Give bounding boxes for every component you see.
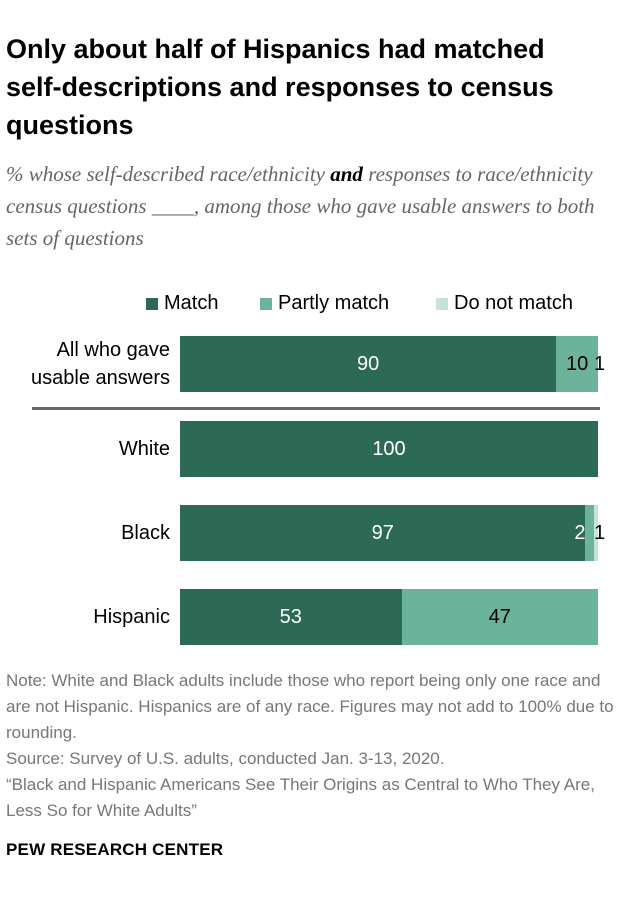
- source-text: Source: Survey of U.S. adults, conducted…: [6, 749, 445, 768]
- category-label-line: White: [118, 438, 170, 460]
- legend-swatch: [260, 297, 272, 310]
- bar-do-not-match: [593, 505, 598, 561]
- data-label: 90: [356, 353, 380, 375]
- legend-swatch: [436, 297, 448, 310]
- note-text: Note: White and Black adults include tho…: [6, 671, 614, 742]
- category-label-line: Hispanic: [93, 606, 170, 628]
- subtitle-bold-word: and: [330, 162, 363, 186]
- subtitle-part-1: % whose self-described race/ethnicity: [6, 162, 331, 186]
- legend-item-do-not-match: Do not match: [436, 292, 573, 315]
- pew-logo-text: PEW RESEARCH CENTER: [6, 840, 224, 859]
- legend-item-partly-match: Partly match: [260, 292, 389, 315]
- data-label: 47: [488, 606, 511, 628]
- report-title-text: “Black and Hispanic Americans See Their …: [6, 775, 595, 820]
- bar-partly-match: [401, 589, 598, 645]
- group-divider: [32, 407, 600, 410]
- category-label: White: [119, 435, 170, 463]
- category-label: All who gave usable answers: [31, 336, 170, 392]
- legend-label: Partly match: [278, 292, 390, 314]
- subtitle-part-2: responses to race/ethnicity census quest…: [6, 162, 595, 250]
- category-label-line: usable answers: [31, 367, 170, 389]
- bar-partly-match: [585, 505, 594, 561]
- bar-match: [180, 589, 402, 645]
- data-label: 100: [372, 438, 406, 460]
- category-label-line: All who gave: [56, 339, 170, 361]
- bar-match: [180, 336, 557, 392]
- category-label: Black: [121, 519, 170, 547]
- bar-partly-match: [556, 336, 598, 392]
- chart-title: Only about half of Hispanics had matched…: [6, 34, 554, 140]
- legend-swatch: [146, 297, 158, 310]
- data-label: 53: [279, 606, 302, 628]
- legend-label: Do not match: [454, 292, 573, 314]
- category-label: Hispanic: [93, 603, 170, 631]
- legend-item-match: Match: [146, 292, 218, 315]
- data-label: 2: [574, 522, 586, 544]
- data-label: 97: [371, 522, 394, 544]
- legend-label: Match: [164, 292, 219, 314]
- bar-match: [180, 505, 586, 561]
- category-label-line: Black: [121, 522, 170, 544]
- chart-notes: Note: White and Black adults include tho…: [6, 668, 614, 824]
- data-label: 1: [594, 353, 606, 375]
- chart-legend: Match Partly match Do not match: [0, 292, 620, 316]
- bar-match: [180, 421, 598, 477]
- data-label: 10: [565, 353, 589, 375]
- chart-subtitle: % whose self-described race/ethnicity an…: [6, 158, 614, 254]
- data-label: 1: [594, 522, 606, 544]
